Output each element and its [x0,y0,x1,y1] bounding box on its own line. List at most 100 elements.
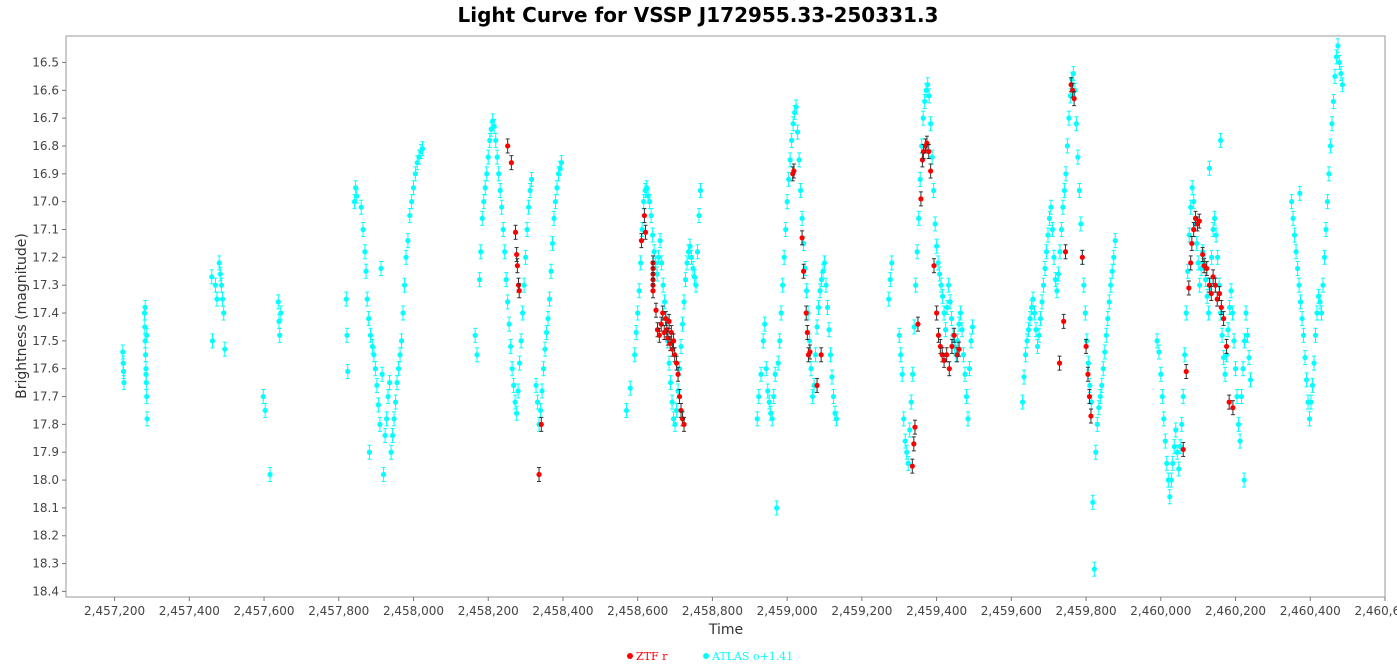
atlas-o-1-41-point [1247,372,1254,388]
ztf-r-point [1196,213,1202,229]
atlas-o-1-41-point [377,416,383,432]
atlas-o-1-41-point [925,77,931,93]
atlas-o-1-41-point [1043,244,1050,260]
x-axis-label: Time [708,622,743,638]
atlas-o-1-41-point [827,347,834,363]
atlas-o-1-41-point [1225,322,1231,338]
atlas-o-1-41-point [1046,210,1053,226]
atlas-o-1-41-point [221,305,227,321]
atlas-o-1-41-point [144,327,150,343]
atlas-o-1-41-point [379,366,385,382]
y-tick-label: 18.2 [32,529,59,543]
atlas-o-1-41-point [688,249,695,265]
atlas-o-1-41-point [1204,288,1210,304]
atlas-o-1-41-point [484,166,490,182]
atlas-o-1-41-point [1051,249,1057,265]
atlas-o-1-41-point [512,394,518,410]
atlas-o-1-41-point [472,327,478,343]
ztf-r-point [1204,260,1210,276]
atlas-o-1-41-point [1212,210,1218,226]
ztf-r-point [1220,311,1227,327]
atlas-o-1-41-point [681,294,687,310]
atlas-o-1-41-point [372,361,378,377]
atlas-o-1-41-point [1049,221,1056,237]
atlas-o-1-41-point [1042,260,1048,276]
atlas-o-1-41-point [1323,221,1329,237]
atlas-o-1-41-point [1179,416,1185,432]
ztf-r-point [791,163,797,179]
atlas-o-1-41-point [763,361,769,377]
atlas-o-1-41-point [1112,233,1118,249]
atlas-o-1-41-point [778,305,784,321]
atlas-o-1-41-point [499,199,505,215]
atlas-o-1-41-point [632,347,638,363]
atlas-o-1-41-point [1237,433,1243,449]
ztf-r-point [516,283,522,299]
ztf-r-point [926,144,932,160]
atlas-o-1-41-point [1090,494,1096,510]
atlas-o-1-41-point [478,244,484,260]
atlas-o-1-41-point [477,272,483,288]
y-tick-label: 17.6 [32,362,59,376]
y-tick-label: 16.9 [32,167,59,181]
atlas-o-1-41-point [1302,350,1308,366]
ztf-r-point [807,344,813,360]
atlas-o-1-41-point [786,171,792,187]
atlas-o-1-41-point [780,277,786,293]
atlas-o-1-41-point [1027,311,1033,327]
ztf-r-point [1186,280,1192,296]
atlas-o-1-41-point [262,402,268,418]
ztf-r-point [803,305,809,321]
atlas-o-1-41-point [1097,389,1103,405]
ztf-r-point [1079,249,1085,265]
atlas-o-1-41-point [121,375,127,391]
legend-item-atlas-o-1-41: ATLAS o+1.41 [703,650,793,663]
atlas-o-1-41-point [366,444,373,460]
atlas-o-1-41-point [392,394,399,410]
atlas-o-1-41-point [527,183,533,199]
atlas-o-1-41-point [667,375,674,391]
atlas-o-1-41-point [812,347,819,363]
atlas-o-1-41-point [542,341,548,357]
atlas-o-1-41-point [1246,350,1252,366]
x-tick-label: 2,457,600 [233,604,294,618]
x-tick-label: 2,458,200 [458,604,519,618]
atlas-o-1-41-point [407,208,413,224]
ztf-r-point [1191,221,1197,237]
y-tick-label: 17.0 [32,195,59,209]
y-tick-label: 16.8 [32,139,59,153]
atlas-o-1-41-point [659,255,665,271]
atlas-o-1-41-point [899,366,905,382]
ztf-r-point [514,258,520,274]
x-tick-label: 2,459,600 [981,604,1042,618]
x-tick-label: 2,460,000 [1130,604,1191,618]
atlas-o-1-41-point [821,255,828,271]
atlas-o-1-41-point [1297,185,1303,201]
atlas-o-1-41-point [362,244,368,260]
atlas-o-1-41-point [1194,235,1200,251]
atlas-o-1-41-point [693,277,699,293]
atlas-o-1-41-point [931,183,937,199]
atlas-o-1-41-point [928,116,934,132]
atlas-o-1-41-point [383,411,390,427]
y-tick-label: 18.4 [32,584,59,598]
atlas-o-1-41-point [1197,277,1203,293]
atlas-o-1-41-point [1294,260,1301,276]
atlas-o-1-41-point [784,194,790,210]
atlas-o-1-41-point [354,188,360,204]
atlas-o-1-41-point [777,333,783,349]
atlas-o-1-41-point [1326,166,1332,182]
atlas-o-1-41-point [1308,394,1314,410]
x-axis: 2,457,200 2,457,400 2,457,600 2,457,800 2,45… [84,597,1397,618]
ztf-r-point [944,347,950,363]
atlas-o-1-41-point [1290,210,1296,226]
atlas-o-1-41-point [505,294,511,310]
x-tick-label: 2,458,000 [383,604,444,618]
atlas-o-1-41-point [1317,294,1323,310]
atlas-o-1-41-point [1182,347,1188,363]
ztf-r-point [642,224,649,240]
atlas-o-1-41-point [766,394,772,410]
atlas-o-1-41-point [901,411,907,427]
ztf-r-point [931,258,937,274]
atlas-o-1-41-point [491,118,497,134]
